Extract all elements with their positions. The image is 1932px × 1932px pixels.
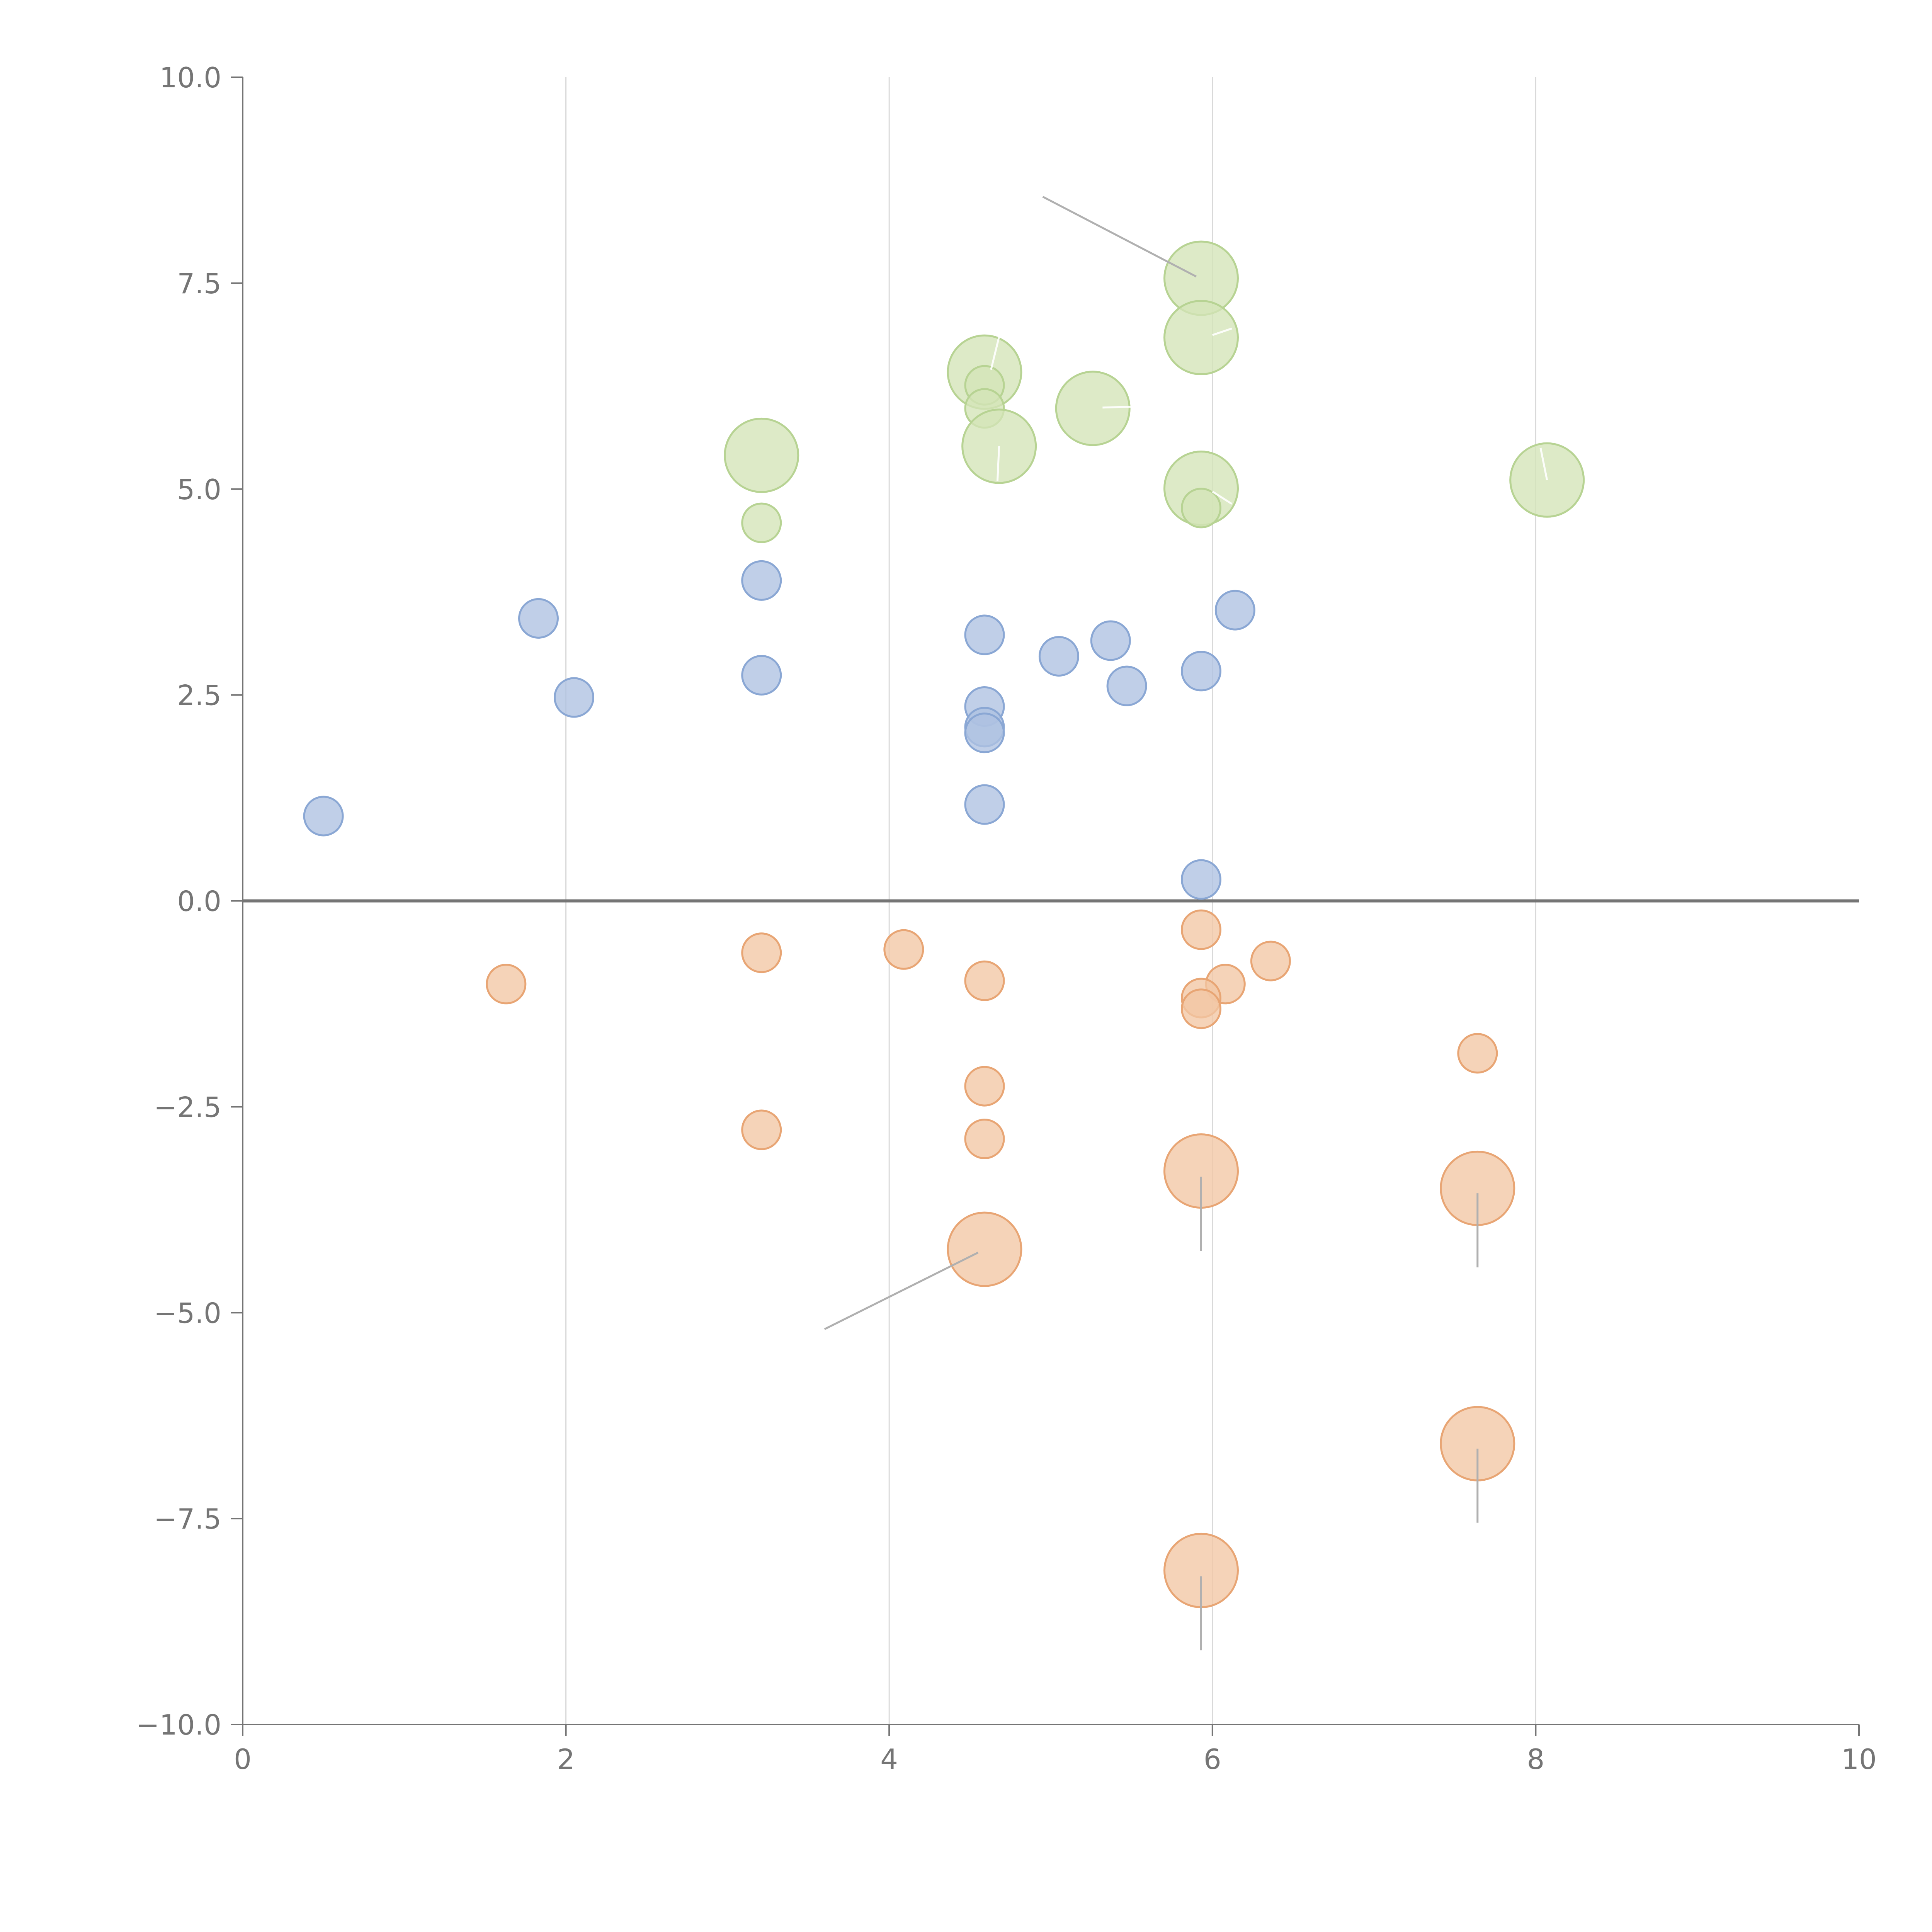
annotation-leader-line — [990, 336, 1000, 370]
x-tick-label: 8 — [1527, 1743, 1544, 1776]
orange-point — [741, 1109, 782, 1150]
blue-point — [964, 713, 1005, 753]
green-point — [1163, 300, 1239, 376]
blue-point — [741, 560, 782, 601]
y-tick-label: −10.0 — [136, 1709, 221, 1741]
blue-point — [1181, 651, 1222, 692]
y-tick-label: 0.0 — [177, 885, 221, 918]
y-tick-label: 7.5 — [177, 267, 221, 300]
blue-point — [1038, 636, 1079, 677]
annotation-leader-line — [824, 1252, 979, 1330]
orange-point — [964, 960, 1005, 1001]
annotation-leader-line — [1042, 196, 1197, 278]
blue-point — [1181, 859, 1222, 900]
x-tick-label: 0 — [234, 1743, 252, 1776]
axes: 0 2 4 6 8 10 10.0 7.5 5.0 2.5 0.0 −2.5 −5.0 −7.5 −10.0 — [136, 61, 1876, 1776]
orange-point — [486, 964, 527, 1005]
orange-point — [1181, 909, 1222, 950]
y-tick-label: 10.0 — [160, 61, 221, 94]
blue-point — [518, 598, 559, 639]
blue-point — [1214, 590, 1255, 631]
orange-point — [964, 1066, 1005, 1107]
x-tick-label: 4 — [880, 1743, 898, 1776]
annotation-leader-line — [1539, 447, 1548, 480]
y-tick-label: −5.0 — [154, 1297, 221, 1329]
orange-point — [883, 929, 924, 970]
blue-point — [964, 784, 1005, 825]
blue-point — [554, 677, 595, 718]
blue-point — [1106, 665, 1147, 706]
orange-point — [947, 1211, 1022, 1287]
y-tick-label: −7.5 — [154, 1503, 221, 1535]
x-tick-label: 6 — [1204, 1743, 1221, 1776]
x-tick-label: 10 — [1841, 1743, 1877, 1776]
green-point — [1055, 371, 1131, 446]
orange-point — [1250, 940, 1291, 981]
blue-point — [741, 655, 782, 696]
y-tick-label: 2.5 — [177, 679, 221, 712]
annotation-leader-line — [996, 446, 1000, 481]
blue-point — [1090, 620, 1131, 661]
orange-point — [964, 1119, 1005, 1160]
annotation-leader-line — [1212, 491, 1233, 505]
green-point — [724, 417, 799, 493]
green-point — [1181, 488, 1222, 529]
data-points — [303, 240, 1585, 1608]
green-point — [741, 502, 782, 543]
orange-point — [1457, 1033, 1498, 1074]
orange-point — [1181, 988, 1222, 1029]
orange-point — [741, 932, 782, 973]
annotation-leader-line — [1212, 327, 1232, 336]
blue-point — [303, 796, 344, 837]
y-tick-label: −2.5 — [154, 1091, 221, 1123]
annotation-leader-line — [1102, 406, 1132, 409]
x-tick-label: 2 — [557, 1743, 575, 1776]
y-tick-label: 5.0 — [177, 473, 221, 506]
blue-point — [964, 614, 1005, 655]
annotation-leaders — [824, 196, 1548, 1651]
